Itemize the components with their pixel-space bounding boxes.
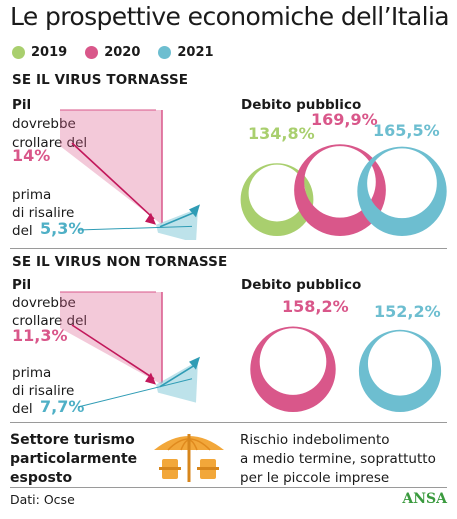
legend-label-2021: 2021 [177, 45, 214, 60]
scenario2-gdp-rise-leader [77, 378, 193, 408]
legend-item-2019: 2019 [12, 45, 67, 60]
scenario1-debt-ring-2021 [357, 146, 447, 237]
scenario2-gdp-chart [60, 291, 200, 408]
scenario2-debt-ring-2020 [250, 326, 336, 413]
scenario1-gdp-rise-leader [77, 225, 193, 231]
scenario2-debt-label: Debito pubblico [241, 277, 362, 293]
scenario1-rise-value: 5,3% [40, 219, 85, 238]
scenario2-rise-text-1: prima [12, 365, 52, 381]
scenario2-rise-text-2: di risalire [12, 383, 75, 399]
scenario1-debt-ring-2020 [294, 144, 386, 236]
risk-note: Rischio indebolimento a medio termine, s… [240, 431, 436, 488]
legend-swatch-2019 [12, 46, 25, 59]
scenario1-gdp-rise-line [159, 210, 198, 228]
scenario2-debt-chart [250, 326, 442, 413]
scenario1-gdp-rise-arrowhead [189, 204, 200, 218]
divider [10, 487, 447, 488]
tourism-line-3: esposto [10, 470, 73, 486]
scenario2-gdp-rise-arrowhead [189, 356, 200, 370]
risk-line-2: a medio termine, soprattutto [240, 451, 436, 467]
scenario1-debt-chart [240, 144, 447, 237]
scenario2-debt-ring-2021 [358, 329, 442, 412]
divider [10, 248, 447, 249]
scenario1-gdp-fall-wedge [60, 110, 162, 225]
scenario2-fall-text-1: dovrebbe [12, 295, 76, 311]
scenario2-gdp-fall-wedge [60, 292, 162, 385]
scenario2-heading: SE IL VIRUS NON TORNASSE [12, 254, 228, 270]
scenario1-debt-value-2020: 169,9% [311, 110, 378, 129]
scenario1-fall-text-1: dovrebbe [12, 116, 76, 132]
scenario1-debt-value-2021: 165,5% [373, 121, 440, 140]
scenario1-fall-value: 14% [12, 146, 51, 165]
tourism-line-2: particolarmente [10, 451, 138, 467]
scenario2-pil-label: Pil [12, 277, 32, 293]
scenario1-debt-value-2019: 134,8% [248, 124, 315, 143]
scenario1-gdp-chart [60, 109, 200, 240]
scenario1-gdp-fall-arrowhead [145, 212, 156, 225]
risk-line-3: per le piccole imprese [240, 470, 390, 486]
scenario1-rise-text-2: di risalire [12, 205, 75, 221]
scenario1-pil-label: Pil [12, 97, 32, 113]
scenario2-gdp-fall-arrowhead [145, 372, 156, 385]
ansa-logo: ANSA [402, 491, 447, 507]
legend-swatch-2021 [158, 46, 172, 59]
scenario2-rise-text-3: del [12, 401, 33, 417]
tourism-note: Settore turismo particolarmente esposto [10, 431, 137, 488]
scenario1-gdp-fall-line [71, 142, 155, 220]
scenario1-gdp-rise-wedge [156, 208, 198, 240]
risk-line-1: Rischio indebolimento [240, 432, 390, 448]
beach-umbrella-icon [154, 434, 224, 482]
scenario1-rise-text-1: prima [12, 187, 52, 203]
legend-swatch-2020 [85, 46, 99, 59]
scenario2-gdp-fall-line [71, 324, 155, 380]
scenario2-rise-value: 7,7% [40, 397, 85, 416]
page-title: Le prospettive economiche dell’Italia [10, 2, 450, 31]
scenario2-debt-value-2020: 158,2% [282, 297, 349, 316]
legend-item-2020: 2020 [85, 45, 140, 60]
scenario2-gdp-rise-wedge [156, 360, 198, 403]
legend-label-2019: 2019 [31, 45, 68, 60]
scenario1-fall-text-2: crollare del [12, 135, 88, 151]
tourism-line-1: Settore turismo [10, 432, 135, 448]
scenario1-debt-label: Debito pubblico [241, 97, 362, 113]
scenario2-fall-value: 11,3% [12, 326, 68, 345]
scenario1-heading: SE IL VIRUS TORNASSE [12, 72, 189, 88]
scenario2-gdp-rise-line [159, 363, 198, 388]
divider [10, 422, 447, 423]
source-note: Dati: Ocse [10, 492, 75, 507]
scenario2-fall-text-2: crollare del [12, 313, 88, 329]
scenario2-debt-value-2021: 152,2% [374, 302, 441, 321]
legend-label-2020: 2020 [104, 45, 141, 60]
scenario1-debt-ring-2019 [240, 163, 314, 237]
scenario1-rise-text-3: del [12, 223, 33, 239]
legend: 2019 2020 2021 [12, 45, 214, 60]
legend-item-2021: 2021 [158, 45, 214, 60]
